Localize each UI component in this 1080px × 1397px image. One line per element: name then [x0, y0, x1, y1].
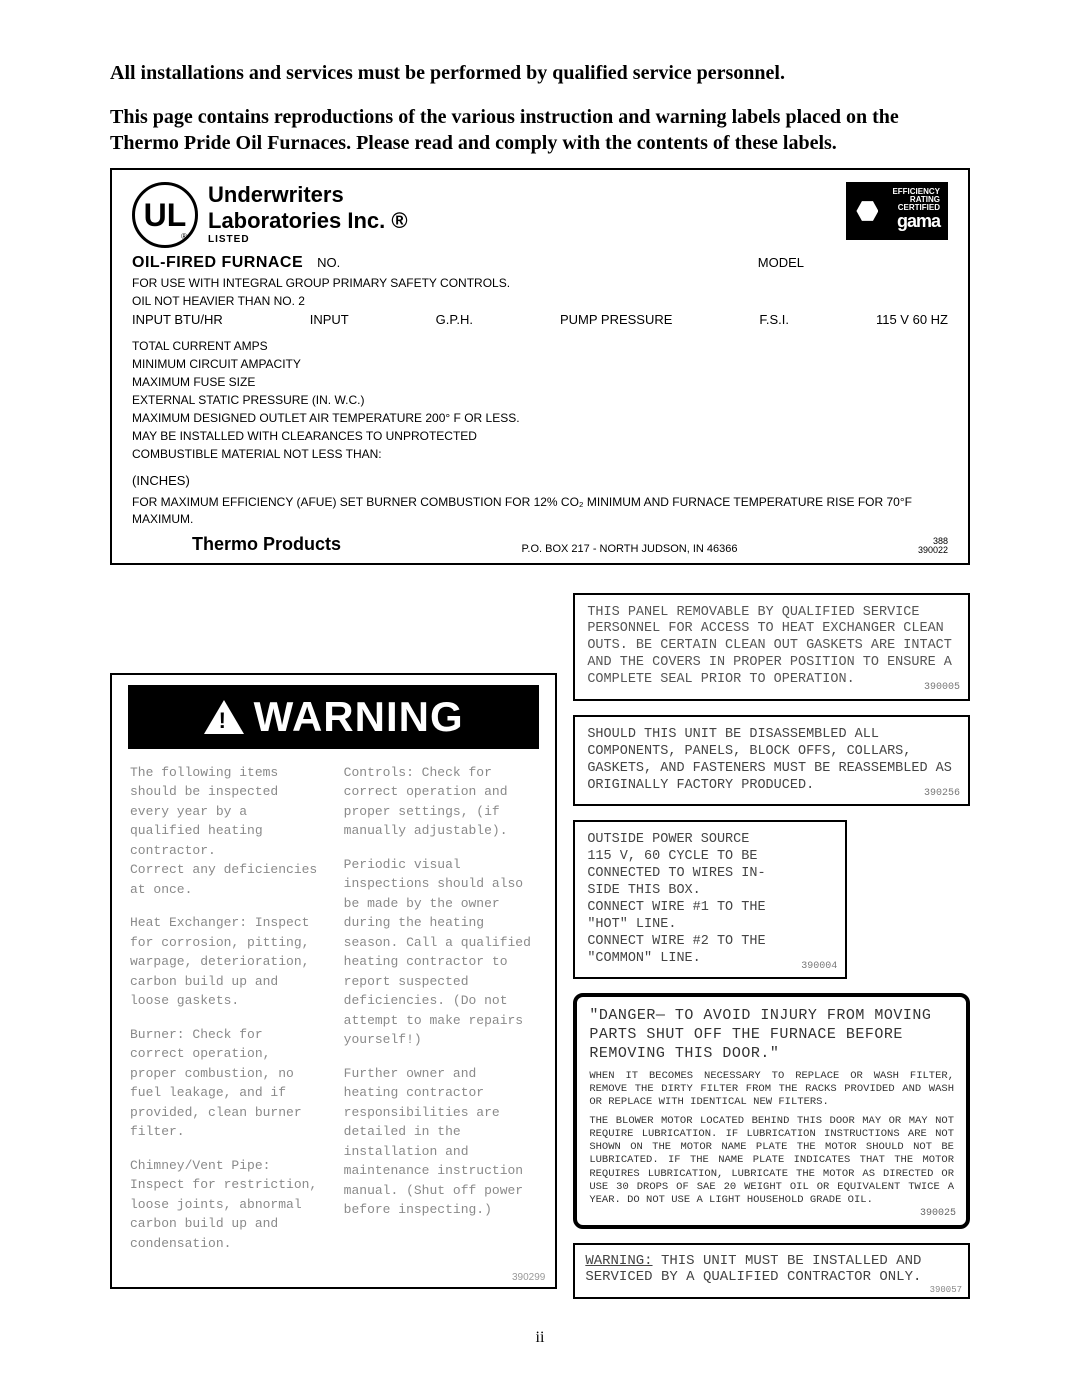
disassembled-text: SHOULD THIS UNIT BE DISASSEMBLED ALL COM…: [587, 727, 952, 793]
warn-c1-p1: The following items should be inspected …: [130, 763, 324, 900]
rp-b1: MINIMUM CIRCUIT AMPACITY: [132, 355, 948, 373]
serviced-label: WARNING: THIS UNIT MUST BE INSTALLED AND…: [573, 1243, 970, 1299]
rp-b5: MAY BE INSTALLED WITH CLEARANCES TO UNPR…: [132, 427, 948, 445]
rp-spec-block: TOTAL CURRENT AMPS MINIMUM CIRCUIT AMPAC…: [132, 337, 948, 463]
rp-row2: FOR USE WITH INTEGRAL GROUP PRIMARY SAFE…: [132, 276, 948, 290]
rp-no-label: NO.: [317, 255, 340, 270]
pw-l4: SIDE THIS BOX.: [587, 883, 833, 900]
rp-inputbtu: INPUT BTU/HR: [132, 312, 223, 327]
pw-l5: CONNECT WIRE #1 TO THE: [587, 900, 833, 917]
rp-pump: PUMP PRESSURE: [560, 312, 672, 327]
disassembled-code: 390256: [924, 788, 960, 801]
warn-c1-p2: Heat Exchanger: Inspect for corrosion, p…: [130, 913, 324, 1011]
serviced-code: 390057: [930, 1285, 962, 1295]
warn-c1-p4: Chimney/Vent Pipe: Inspect for restricti…: [130, 1156, 324, 1254]
pw-l8: "COMMON" LINE.: [587, 951, 833, 968]
warning-panel: WARNING The following items should be in…: [110, 673, 557, 1290]
power-source-label: OUTSIDE POWER SOURCE 115 V, 60 CYCLE TO …: [573, 820, 847, 979]
disassembled-label: SHOULD THIS UNIT BE DISASSEMBLED ALL COM…: [573, 715, 970, 807]
warning-header: WARNING: [128, 685, 539, 749]
danger-label: "DANGER— TO AVOID INJURY FROM MOVING PAR…: [573, 993, 970, 1229]
rp-addr: P.O. BOX 217 - NORTH JUDSON, IN 46366: [521, 543, 737, 555]
warn-c2-p2: Periodic visual inspections should also …: [344, 855, 538, 1050]
warning-triangle-icon: [204, 700, 244, 734]
pw-l7: CONNECT WIRE #2 TO THE: [587, 934, 833, 951]
warn-c2-p3: Further owner and heating contractor res…: [344, 1064, 538, 1220]
rp-b6: COMBUSTIBLE MATERIAL NOT LESS THAN:: [132, 445, 948, 463]
rp-row3: OIL NOT HEAVIER THAN NO. 2: [132, 294, 948, 308]
rp-brand: Thermo Products: [192, 534, 341, 555]
panel-removable-text: THIS PANEL REMOVABLE BY QUALIFIED SERVIC…: [587, 605, 952, 688]
pw-l6: "HOT" LINE.: [587, 917, 833, 934]
rp-title: OIL-FIRED FURNACE: [132, 254, 303, 272]
rp-input: INPUT: [310, 312, 349, 327]
intro-line-2: This page contains reproductions of the …: [110, 104, 970, 156]
intro-line-1: All installations and services must be p…: [110, 60, 970, 86]
rating-plate: UL ® Underwriters Laboratories Inc. ® LI…: [110, 168, 970, 565]
warn-c2-p1: Controls: Check for correct operation an…: [344, 763, 538, 841]
rp-volts: 115 V 60 HZ: [876, 312, 948, 327]
danger-headline: "DANGER— TO AVOID INJURY FROM MOVING PAR…: [589, 1007, 954, 1063]
rp-efficiency: FOR MAXIMUM EFFICIENCY (AFUE) SET BURNER…: [132, 494, 948, 528]
rp-b3: EXTERNAL STATIC PRESSURE (IN. W.C.): [132, 391, 948, 409]
rp-fsi: F.S.I.: [759, 312, 789, 327]
rp-b2: MAXIMUM FUSE SIZE: [132, 373, 948, 391]
danger-p1: WHEN IT BECOMES NECESSARY TO REPLACE OR …: [589, 1070, 954, 1109]
rp-gph: G.P.H.: [436, 312, 473, 327]
rp-inches: (INCHES): [132, 473, 948, 488]
ul-mark: UL: [144, 197, 187, 234]
warn-code: 390299: [512, 1272, 545, 1283]
danger-code: 390025: [920, 1208, 956, 1221]
rp-b4: MAXIMUM DESIGNED OUTLET AIR TEMPERATURE …: [132, 409, 948, 427]
rp-corner2: 390022: [918, 546, 948, 555]
serviced-lead: WARNING:: [585, 1253, 652, 1269]
page-number: ii: [110, 1329, 970, 1347]
ul-line3: LISTED: [208, 234, 408, 245]
panel-removable-label: THIS PANEL REMOVABLE BY QUALIFIED SERVIC…: [573, 593, 970, 701]
gama-brand: gama: [892, 212, 940, 230]
danger-p2: THE BLOWER MOTOR LOCATED BEHIND THIS DOO…: [589, 1115, 954, 1207]
panel-removable-code: 390005: [924, 682, 960, 695]
pw-l1: OUTSIDE POWER SOURCE: [587, 832, 833, 849]
ul-listed-mark: UL ® Underwriters Laboratories Inc. ® LI…: [132, 182, 408, 248]
gama-badge: EFFICIENCY RATING CERTIFIED gama: [846, 182, 948, 240]
ul-line2: Laboratories Inc. ®: [208, 208, 408, 234]
pw-code: 390004: [801, 961, 837, 974]
rp-b0: TOTAL CURRENT AMPS: [132, 337, 948, 355]
rp-model-label: MODEL: [758, 255, 804, 270]
ul-line1: Underwriters: [208, 182, 408, 208]
warn-c1-p3: Burner: Check for correct operation, pro…: [130, 1025, 324, 1142]
pw-l3: CONNECTED TO WIRES IN-: [587, 866, 833, 883]
pw-l2: 115 V, 60 CYCLE TO BE: [587, 849, 833, 866]
warning-header-text: WARNING: [254, 693, 464, 741]
